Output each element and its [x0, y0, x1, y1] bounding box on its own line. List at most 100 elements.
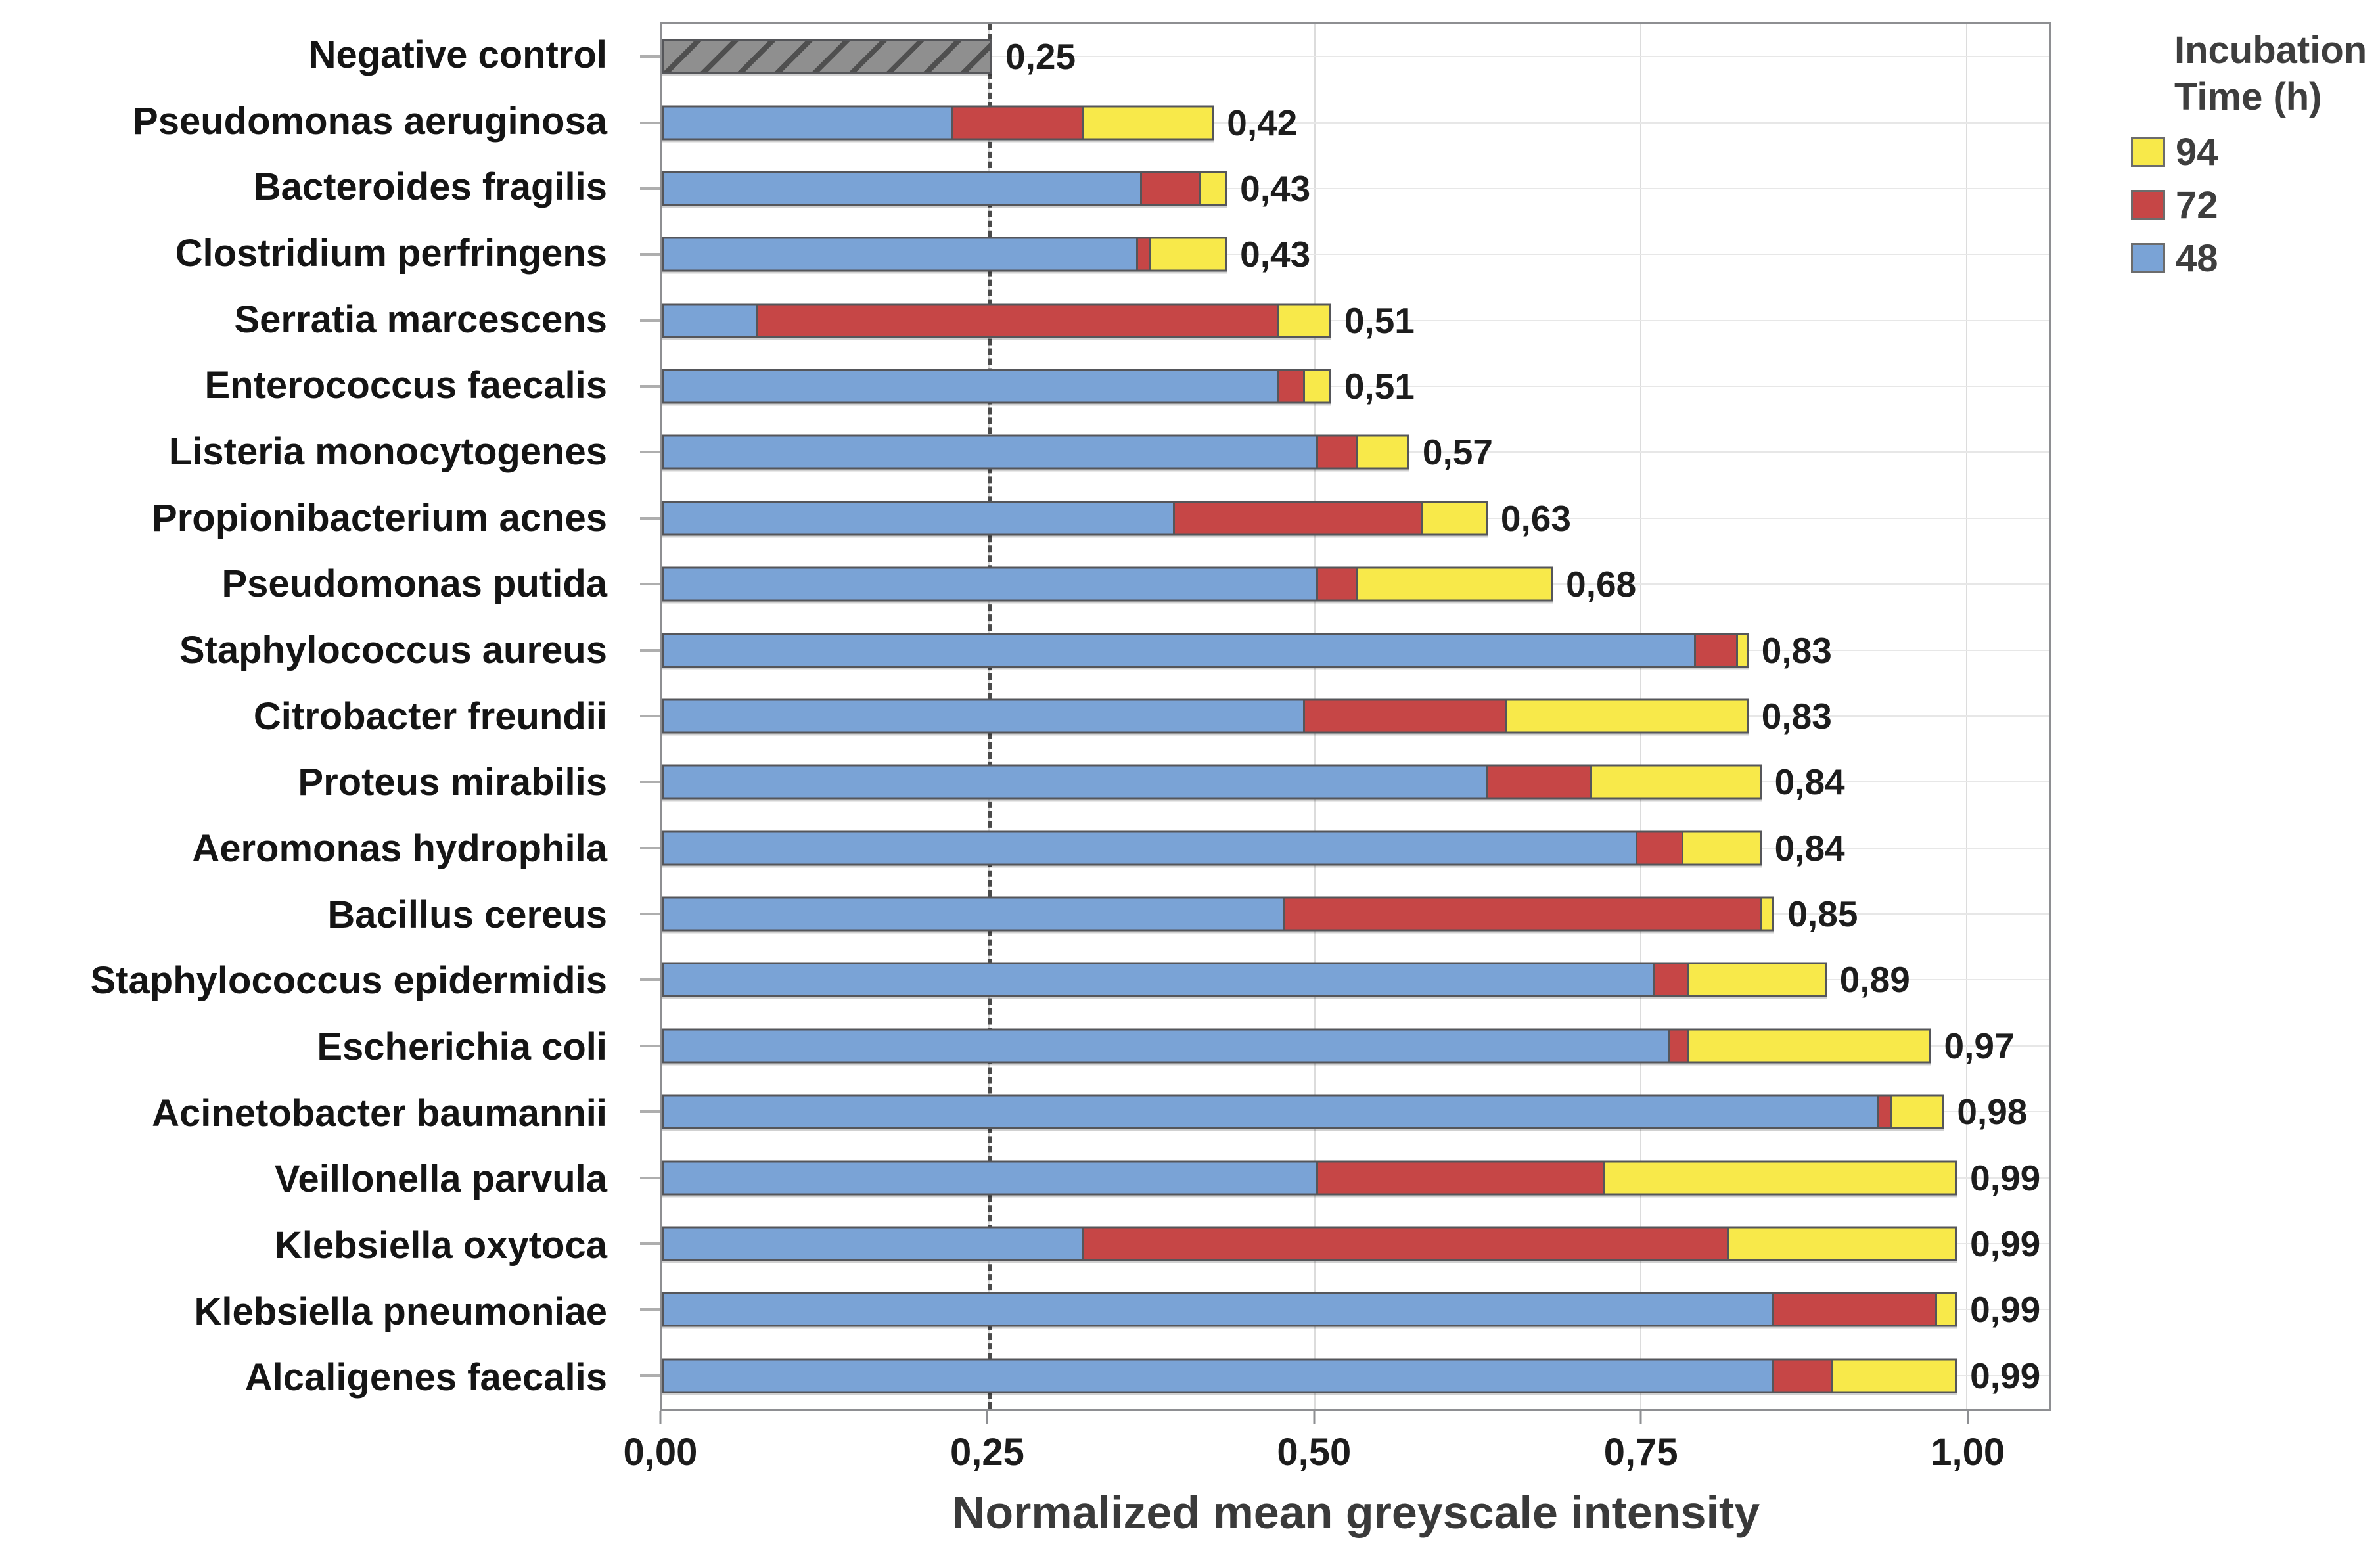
- y-axis-tick: [640, 451, 660, 454]
- bar-segment-48h: [664, 700, 1304, 732]
- bar-segment-48h: [664, 173, 1141, 204]
- y-axis-tick: [640, 583, 660, 586]
- category-label: Staphylococcus aureus: [179, 628, 607, 671]
- x-axis-tick-label: 1,00: [1931, 1431, 2005, 1474]
- bar-segment-48h: [664, 898, 1284, 930]
- category-label: Pseudomonas aeruginosa: [133, 99, 607, 143]
- bar-segment-48h: [664, 305, 756, 336]
- y-axis-tick: [640, 319, 660, 322]
- bar-row: 0,99: [640, 1343, 2049, 1409]
- category-label: Escherichia coli: [317, 1025, 607, 1068]
- bar-segment-48h: [664, 832, 1636, 864]
- horizontal-gridline: [662, 319, 2049, 321]
- bar-value-label: 0,43: [1240, 168, 1311, 209]
- bar-row: 0,57: [640, 419, 2049, 485]
- x-axis-tick-label: 0,25: [950, 1431, 1024, 1474]
- legend-swatch-icon: [2131, 243, 2165, 273]
- bar-segment-48h: [664, 1294, 1773, 1325]
- bar-segment-72h: [1316, 1162, 1603, 1194]
- bar-row: 0,83: [640, 617, 2049, 683]
- bar-value-label: 0,51: [1344, 366, 1415, 407]
- stacked-bar: [662, 698, 1749, 734]
- legend-item-label: 48: [2176, 237, 2218, 280]
- y-axis-tick: [640, 714, 660, 717]
- y-axis-tick: [640, 648, 660, 652]
- bar-value-label: 0,85: [1787, 894, 1858, 935]
- bar-segment-94h: [1889, 1096, 1942, 1127]
- legend-item-48: 48: [2131, 237, 2367, 281]
- bar-row: 0,42: [640, 89, 2049, 155]
- category-label: Clostridium perfringens: [175, 231, 607, 275]
- bar-segment-94h: [1199, 173, 1225, 204]
- bar-value-label: 0,68: [1566, 564, 1637, 605]
- bar-segment-72h: [1277, 371, 1304, 402]
- bar-row: 0,51: [640, 353, 2049, 419]
- category-label: Aeromonas hydrophila: [192, 827, 607, 870]
- y-axis-category-labels: Negative control Pseudomonas aeruginosa Ba…: [0, 22, 626, 1411]
- stacked-bar: [662, 434, 1409, 470]
- bar-segment-72h: [1283, 898, 1760, 930]
- stacked-bar: [662, 764, 1762, 800]
- legend-title-line2: Time (h): [2174, 75, 2322, 118]
- category-label: Serratia marcescens: [234, 298, 607, 341]
- bar-row: 0,98: [640, 1079, 2049, 1144]
- x-axis: 0,00 0,25 0,50 0,75 1,00: [624, 1411, 2051, 1489]
- bar-row: 0,25: [640, 24, 2049, 89]
- y-axis-tick: [640, 1242, 660, 1245]
- stacked-bar: [662, 1028, 1931, 1064]
- bar-row: 0,63: [640, 486, 2049, 551]
- bar-segment-72h: [1303, 700, 1505, 732]
- stacked-bar: [662, 962, 1827, 997]
- bar-value-label: 0,99: [1970, 1289, 2041, 1330]
- bar-segment-72h: [1877, 1096, 1890, 1127]
- bar-value-label: 0,84: [1774, 827, 1845, 869]
- stacked-bar: [662, 830, 1762, 866]
- bar-value-label: 0,99: [1970, 1223, 2041, 1264]
- bar-value-label: 0,98: [1957, 1091, 2028, 1133]
- y-axis-tick: [640, 1044, 660, 1047]
- legend-swatch-icon: [2131, 190, 2165, 220]
- bar-segment-48h: [664, 238, 1137, 270]
- bar-value-label: 0,43: [1240, 234, 1311, 275]
- bar-segment-72h: [1772, 1294, 1936, 1325]
- plot-area: 0,25 0,42 0,43 0,43 0,51 0,51 0,57 0,63 0,68 0,83…: [640, 22, 2051, 1411]
- y-axis-tick: [640, 846, 660, 849]
- bar-row: 0,99: [640, 1277, 2049, 1342]
- bar-segment-94h: [1303, 371, 1329, 402]
- bar-row: 0,83: [640, 683, 2049, 749]
- bar-segment-94h: [1687, 1030, 1929, 1062]
- x-axis-tick: [1313, 1411, 1316, 1424]
- y-axis-tick: [640, 253, 660, 256]
- stacked-bar: [662, 896, 1775, 932]
- bar-value-label: 0,83: [1761, 629, 1832, 671]
- bar-row: 0,97: [640, 1013, 2049, 1079]
- stacked-bar: [662, 369, 1331, 404]
- bar-segment-72h: [1140, 173, 1199, 204]
- bar-segment-48h: [664, 436, 1316, 468]
- bar-segment-48h: [664, 503, 1173, 534]
- stacked-bar: [662, 633, 1749, 668]
- y-axis-tick: [640, 55, 660, 58]
- bar-value-label: 0,25: [1005, 36, 1076, 78]
- bar-segment-48h: [664, 1030, 1668, 1062]
- category-label: Listeria monocytogenes: [168, 430, 607, 473]
- bar-segment-94h: [1726, 1228, 1956, 1259]
- bar-segment-94h: [1277, 305, 1329, 336]
- legend-title-line1: Incubation: [2174, 29, 2368, 72]
- bar-segment-48h: [664, 766, 1486, 798]
- legend-item-label: 72: [2176, 183, 2218, 227]
- bar-segment-72h: [1316, 568, 1356, 600]
- bar-value-label: 0,42: [1227, 102, 1298, 143]
- bar-segment-94h: [1081, 107, 1212, 139]
- category-label: Proteus mirabilis: [298, 761, 607, 804]
- bar-segment-94h: [1759, 898, 1773, 930]
- bar-segment-72h: [1652, 964, 1688, 995]
- bar-segment-94h: [1935, 1294, 1956, 1325]
- bar-segment-48h: [664, 635, 1695, 666]
- horizontal-gridline: [662, 386, 2049, 388]
- bar-segment-94h: [1831, 1360, 1956, 1392]
- category-label: Propionibacterium acnes: [152, 496, 607, 539]
- stacked-bar: [662, 1094, 1944, 1129]
- category-label: Enterococcus faecalis: [204, 364, 607, 407]
